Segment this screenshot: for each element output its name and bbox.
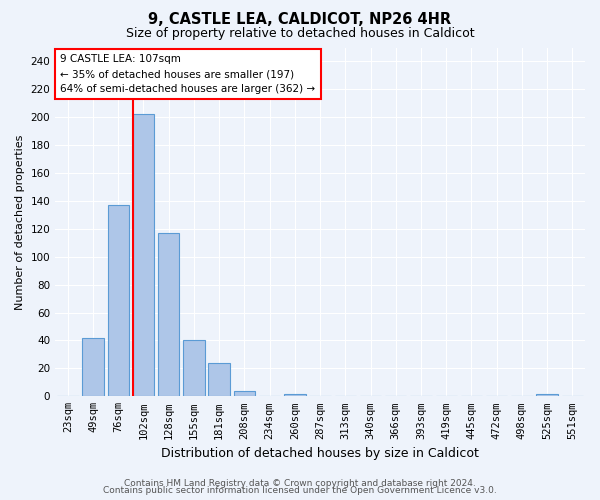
Text: Contains HM Land Registry data © Crown copyright and database right 2024.: Contains HM Land Registry data © Crown c… [124,478,476,488]
Bar [208,363,230,396]
Bar [158,233,179,396]
Bar [183,340,205,396]
Text: 9 CASTLE LEA: 107sqm
← 35% of detached houses are smaller (197)
64% of semi-deta: 9 CASTLE LEA: 107sqm ← 35% of detached h… [61,54,316,94]
Bar [133,114,154,396]
Text: Contains public sector information licensed under the Open Government Licence v3: Contains public sector information licen… [103,486,497,495]
Bar [82,338,104,396]
Bar [107,205,129,396]
Y-axis label: Number of detached properties: Number of detached properties [15,134,25,310]
Text: Size of property relative to detached houses in Caldicot: Size of property relative to detached ho… [125,28,475,40]
Text: 9, CASTLE LEA, CALDICOT, NP26 4HR: 9, CASTLE LEA, CALDICOT, NP26 4HR [148,12,452,28]
Bar [284,394,305,396]
Bar [536,394,558,396]
X-axis label: Distribution of detached houses by size in Caldicot: Distribution of detached houses by size … [161,447,479,460]
Bar [233,390,255,396]
